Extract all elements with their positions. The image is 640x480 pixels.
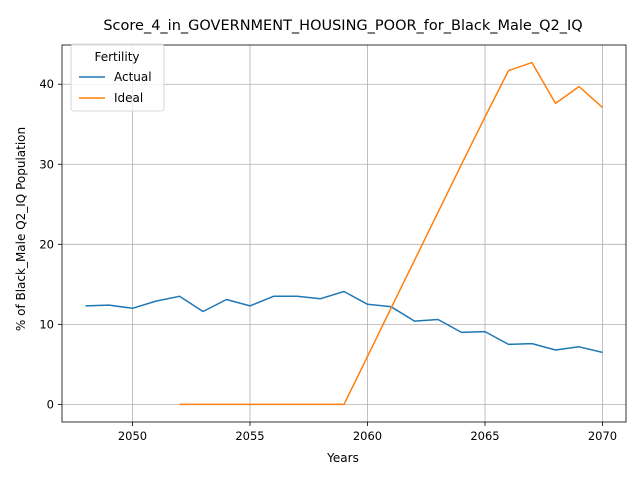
x-tick-label: 2050 (118, 429, 147, 443)
y-tick-label: 20 (39, 237, 54, 251)
series-line-ideal (179, 61, 603, 406)
legend-title: Fertility (94, 50, 139, 64)
chart-title: Score_4_in_GOVERNMENT_HOUSING_POOR_for_B… (103, 18, 582, 34)
y-tick-label: 0 (47, 397, 54, 411)
x-tick-label: 2055 (235, 429, 264, 443)
y-axis-ticks: 0 10 20 30 40 (39, 77, 62, 411)
x-tick-label: 2060 (353, 429, 382, 443)
legend-entry-label: Ideal (114, 91, 143, 105)
legend-box (70, 43, 165, 112)
y-tick-label: 10 (39, 317, 54, 331)
y-axis-label: % of Black_Male Q2_IQ Population (14, 127, 28, 331)
plot-area-frame (61, 44, 627, 423)
y-tick-label: 30 (39, 157, 54, 171)
x-axis-ticks: 2050 2055 2060 2065 2070 (118, 422, 617, 443)
x-axis-label: Years (326, 451, 359, 465)
series-lines (85, 61, 603, 406)
legend-entry-label: Actual (114, 70, 152, 84)
legend: Fertility Actual Ideal (70, 43, 165, 112)
series-line-actual (85, 290, 603, 354)
x-tick-label: 2070 (588, 429, 617, 443)
y-tick-label: 40 (39, 77, 54, 91)
x-tick-label: 2065 (470, 429, 499, 443)
